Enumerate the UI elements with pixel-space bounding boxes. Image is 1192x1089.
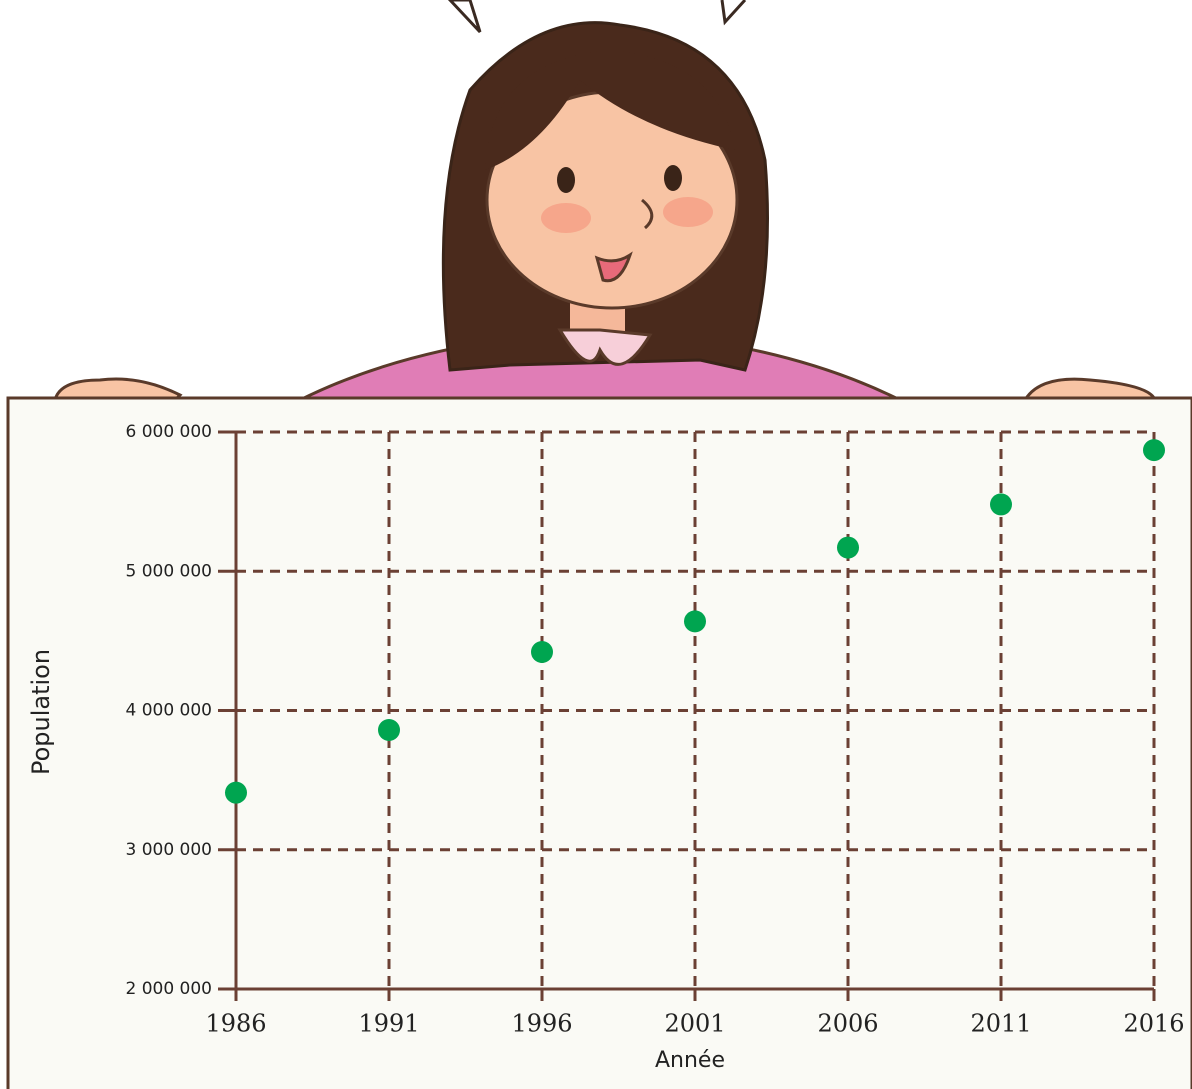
- x-axis-label: Année: [655, 1048, 725, 1073]
- chart: Année Population 2 000 000 3 000 000 4 000…: [0, 0, 1192, 1089]
- point: [225, 782, 247, 804]
- y-tick-label: 2 000 000: [125, 979, 212, 999]
- y-axis-label: Population: [27, 649, 55, 775]
- x-tick-label: 2016: [1123, 1010, 1184, 1038]
- point: [1143, 439, 1165, 461]
- x-tick-label: 2001: [664, 1010, 725, 1038]
- illustration: [8, 0, 1192, 1089]
- point: [378, 719, 400, 741]
- x-tick-label: 1996: [511, 1010, 572, 1038]
- point: [837, 537, 859, 559]
- x-tick-label: 1986: [205, 1010, 266, 1038]
- y-tick-label: 6 000 000: [125, 422, 212, 442]
- x-tick-label: 1991: [358, 1010, 419, 1038]
- point: [684, 610, 706, 632]
- point: [990, 493, 1012, 515]
- y-tick-label: 3 000 000: [125, 840, 212, 860]
- y-tick-label: 4 000 000: [125, 701, 212, 721]
- page: Année Population 2 000 000 3 000 000 4 000…: [0, 0, 1192, 1089]
- x-tick-label: 2011: [970, 1010, 1031, 1038]
- y-tick-label: 5 000 000: [125, 561, 212, 581]
- x-tick-label: 2006: [817, 1010, 878, 1038]
- point: [531, 641, 553, 663]
